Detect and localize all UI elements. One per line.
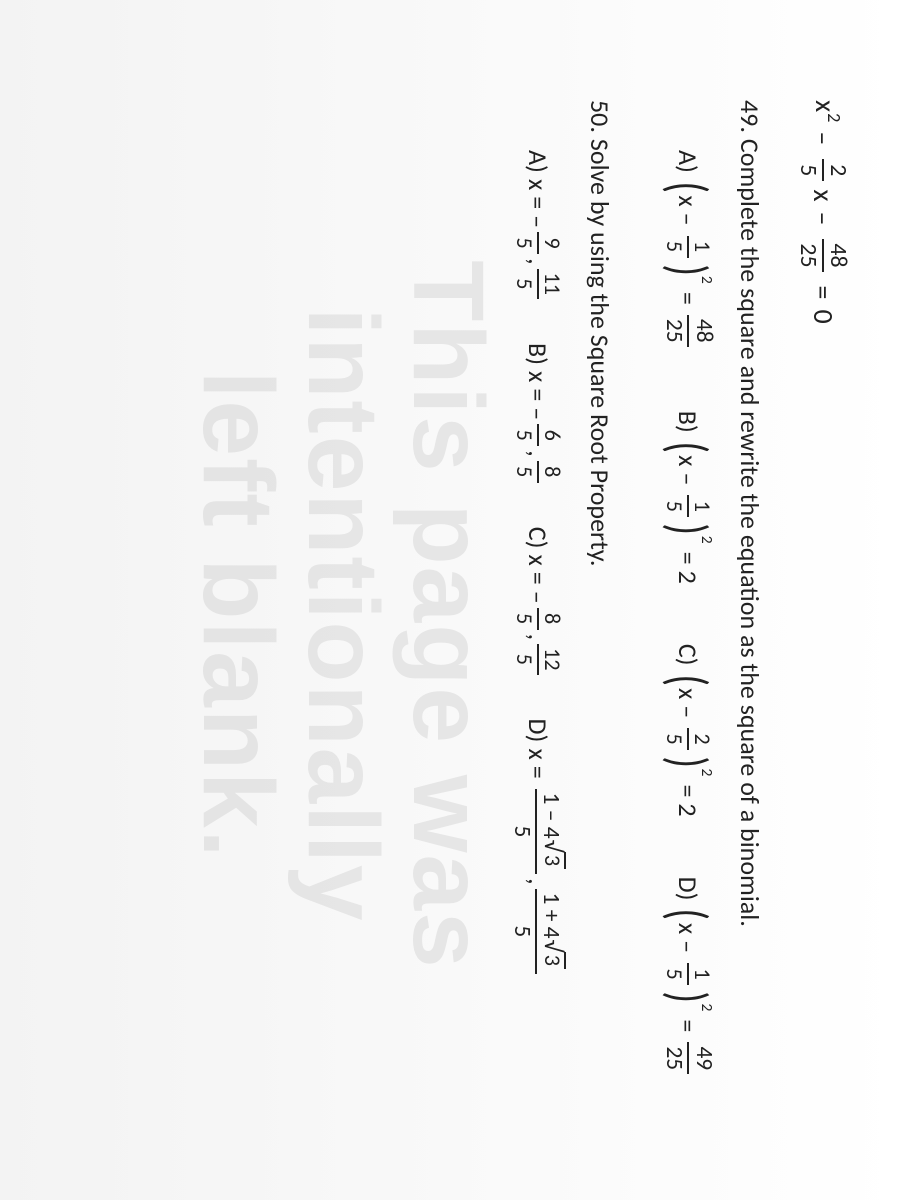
q49-choice-a: A) ( x – 1 5 ) 2 = 48 25 xyxy=(660,150,716,351)
q50-choice-a: A) x = – 9 5 , 11 5 xyxy=(513,150,563,303)
question-number: 50. xyxy=(584,100,616,133)
variable-x: x xyxy=(800,189,846,201)
q49-choice-c: C) ( x – 2 5 ) 2 = 2 xyxy=(660,644,716,817)
question-text: Solve by using the Square Root Property. xyxy=(584,139,616,567)
q49-choices: A) ( x – 1 5 ) 2 = 48 25 xyxy=(660,150,716,1130)
equals-op: = xyxy=(800,286,846,300)
rhs-fraction: 49 25 xyxy=(662,1042,715,1074)
q49-choice-b: B) ( x – 1 5 ) 2 = 2 xyxy=(660,411,716,584)
rhs-value: 2 xyxy=(672,803,704,816)
choice-label: D) xyxy=(522,719,554,743)
question-number: 49. xyxy=(734,100,766,133)
watermark-line: intentionally xyxy=(290,100,395,1130)
choice-label: A) xyxy=(672,150,704,173)
fraction-with-sqrt: 1 + 4√3 5 xyxy=(510,889,567,974)
question-text: Complete the square and rewrite the equa… xyxy=(734,139,766,927)
binomial-expr: ( x – 2 5 ) 2 xyxy=(660,672,716,779)
binomial-expr: ( x – 1 5 ) 2 xyxy=(660,906,716,1013)
binomial-expr: ( x – 1 5 ) 2 xyxy=(660,179,716,286)
choice-label: C) xyxy=(522,527,554,549)
watermark-line: This page was xyxy=(395,100,500,1130)
fraction-48-over-25: 48 25 xyxy=(796,239,850,271)
content-area: x2 – 2 5 x – 48 25 = 0 49. Complete the … xyxy=(60,100,850,1130)
q50-choice-b: B) x = – 6 5 , 8 5 xyxy=(513,343,563,487)
fraction: 1 5 xyxy=(663,236,713,258)
choice-label: B) xyxy=(522,343,554,365)
choice-label: B) xyxy=(672,411,704,433)
rhs-zero: 0 xyxy=(800,309,846,323)
question-49: 49. Complete the square and rewrite the … xyxy=(734,100,766,1130)
rhs-value: 2 xyxy=(672,571,704,584)
q50-choice-c: C) x = – 8 5 , 12 5 xyxy=(513,527,563,679)
choice-label: D) xyxy=(672,877,704,901)
fraction-2-over-5: 2 5 xyxy=(796,159,850,181)
variable-x: x xyxy=(672,195,704,206)
variable-x: x2 xyxy=(799,100,848,121)
choice-label: A) xyxy=(522,150,554,173)
minus-op: – xyxy=(800,131,846,145)
rhs-fraction: 48 25 xyxy=(662,315,715,347)
binomial-expr: ( x – 1 5 ) 2 xyxy=(660,439,716,546)
fraction-with-sqrt: 1 – 4√3 5 xyxy=(510,789,567,874)
minus-op: – xyxy=(800,211,846,225)
q50-choice-d: D) x = 1 – 4√3 5 , 1 + 4√3 5 xyxy=(510,719,567,978)
watermark: This page was intentionally left blank. xyxy=(185,100,500,1130)
watermark-line: left blank. xyxy=(185,100,290,1130)
page: x2 – 2 5 x – 48 25 = 0 49. Complete the … xyxy=(0,0,900,1200)
q50-choices: A) x = – 9 5 , 11 5 B) x = – xyxy=(510,150,567,1130)
choice-label: C) xyxy=(672,644,704,666)
top-equation: x2 – 2 5 x – 48 25 = 0 xyxy=(796,100,850,1130)
q49-choice-d: D) ( x – 1 5 ) 2 = 49 25 xyxy=(660,877,716,1079)
question-50: 50. Solve by using the Square Root Prope… xyxy=(584,100,616,1130)
